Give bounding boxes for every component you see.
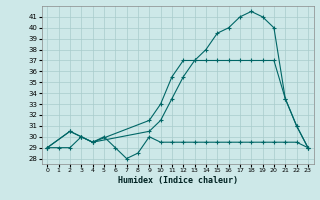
X-axis label: Humidex (Indice chaleur): Humidex (Indice chaleur) — [118, 176, 237, 185]
